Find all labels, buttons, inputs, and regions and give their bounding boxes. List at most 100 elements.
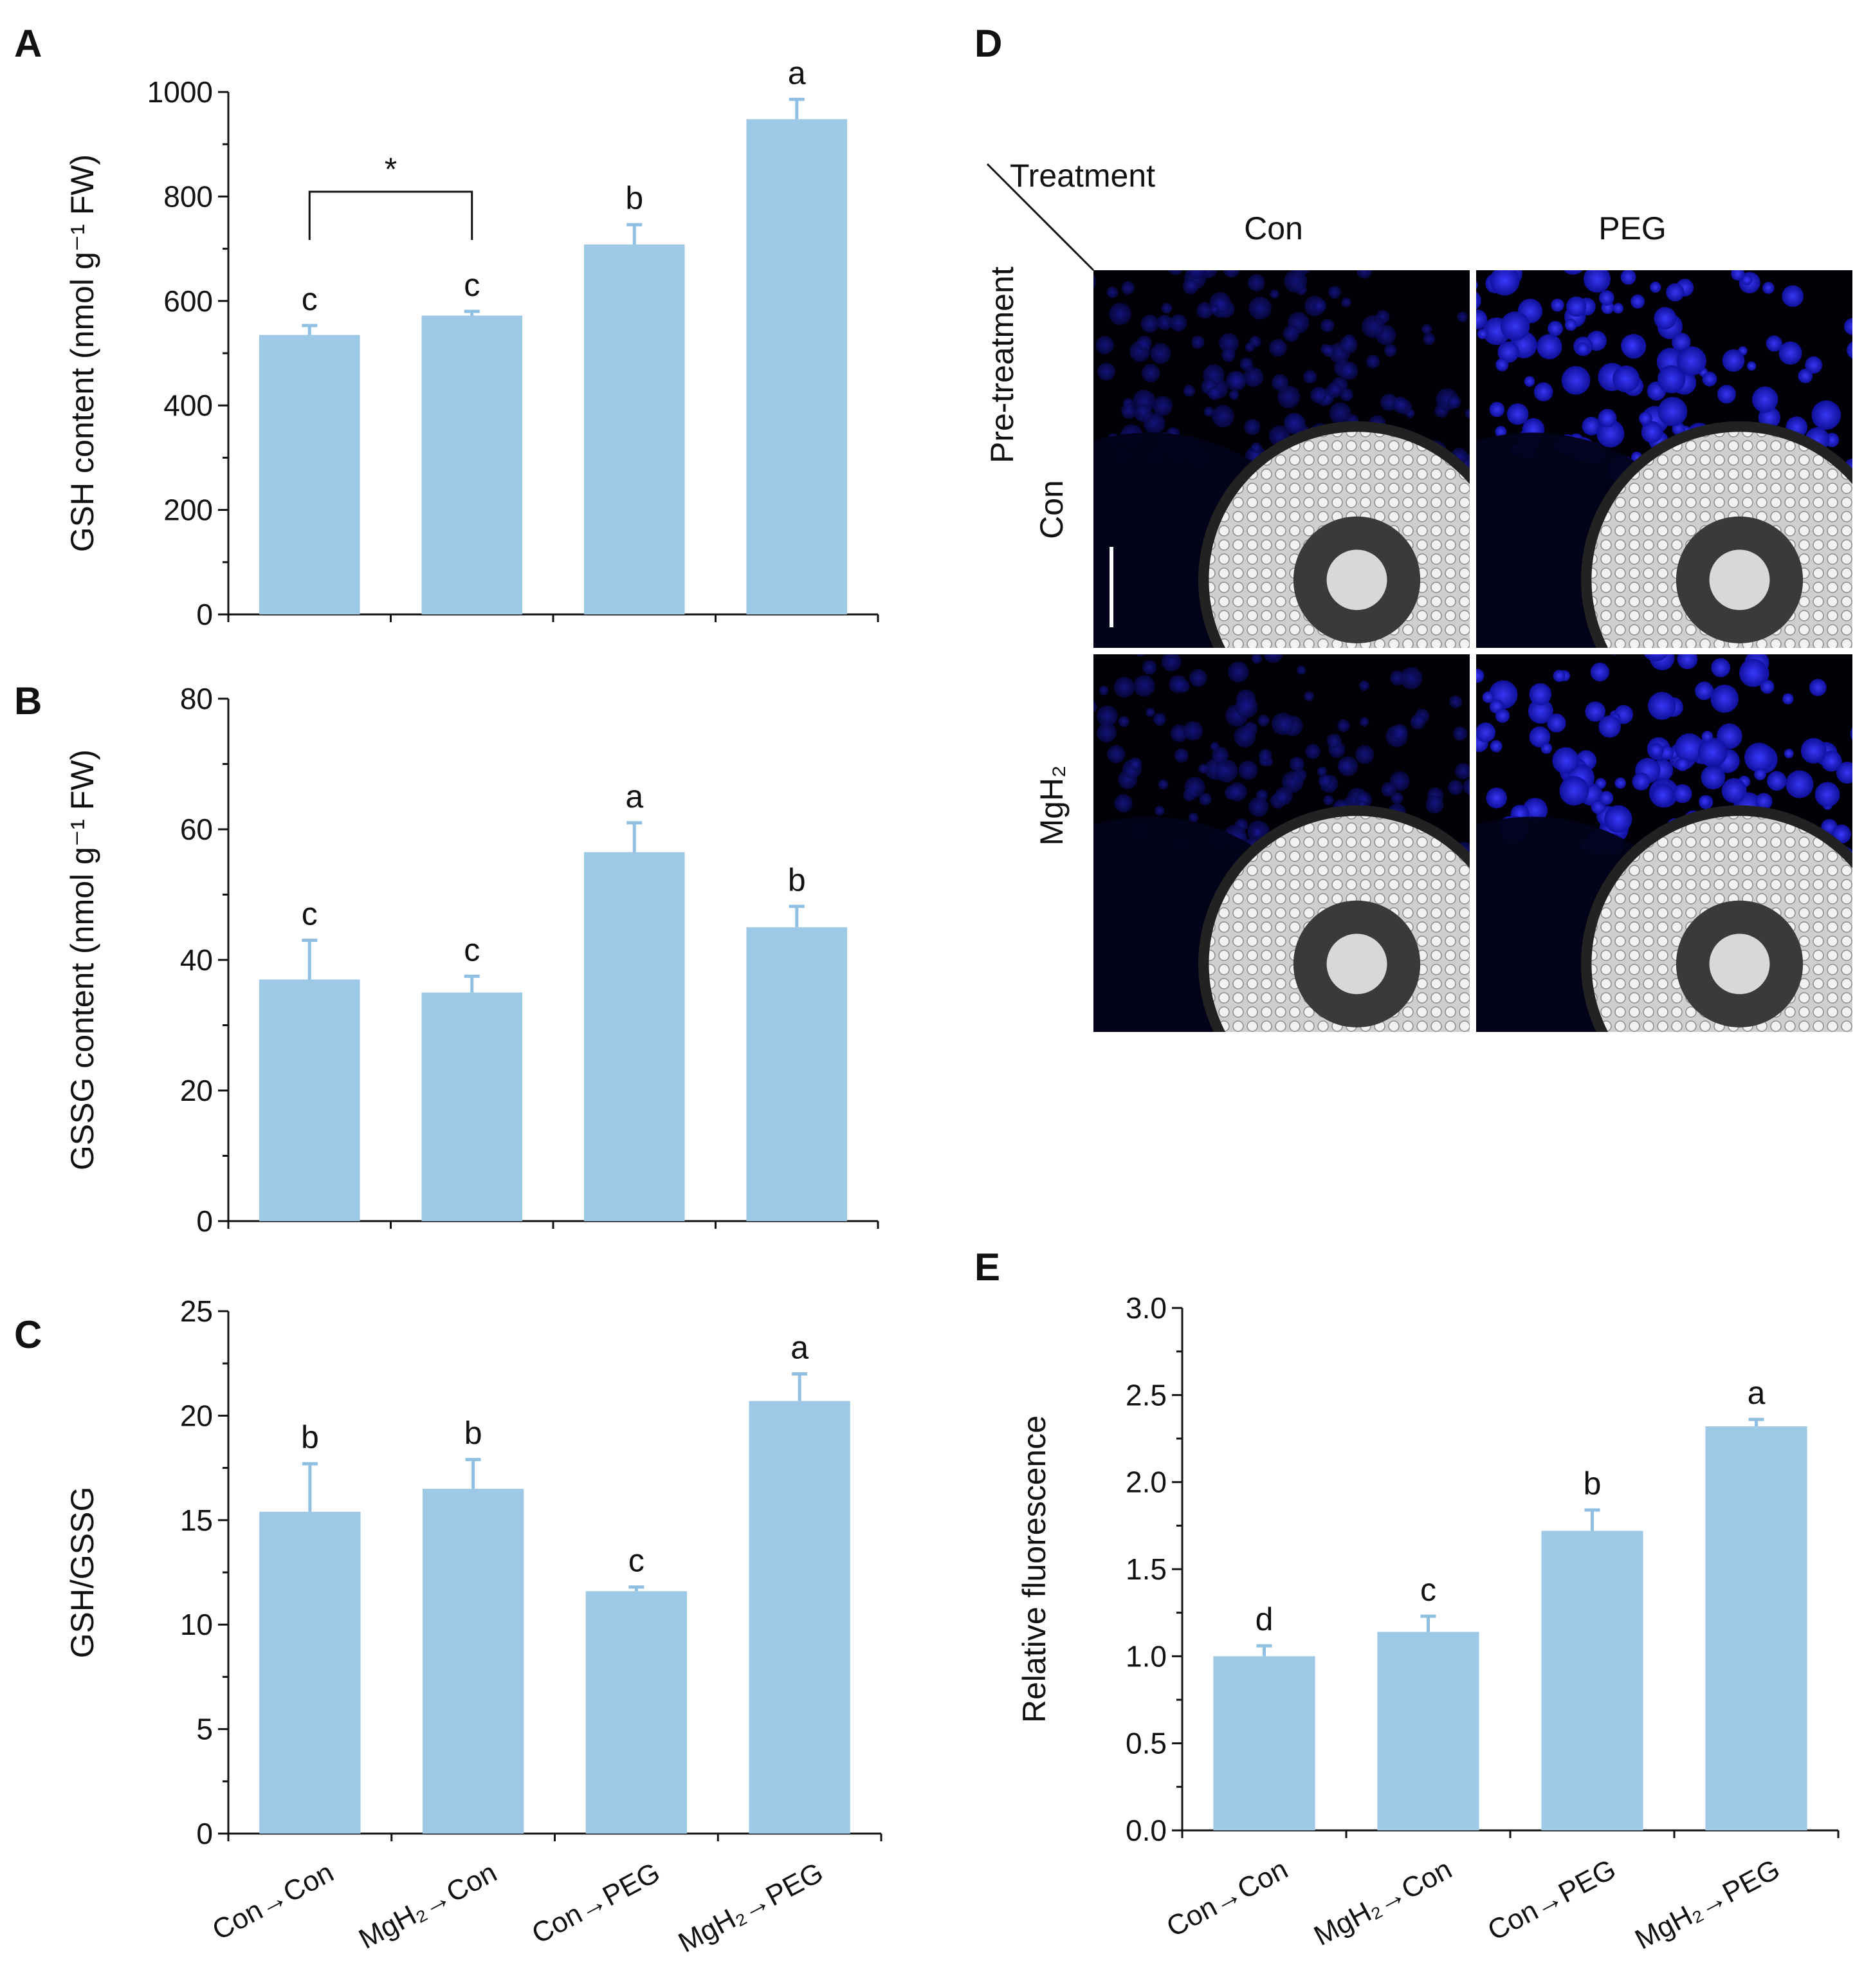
cell — [1649, 742, 1664, 758]
significance-letter: b — [1584, 1466, 1602, 1502]
y-tick-label: 400 — [163, 389, 213, 422]
cell — [1310, 387, 1327, 403]
cell — [1387, 1034, 1404, 1051]
chart-gssg-content: 0 20 40 60 80 GSSG content (nmol g⁻¹ FW) c c a b — [64, 682, 879, 1238]
cell — [1561, 365, 1591, 395]
y-axis-label: Relative fluorescence — [1016, 1415, 1052, 1723]
cell — [1453, 726, 1468, 741]
y-tick-label: 40 — [180, 943, 213, 977]
cell — [1701, 730, 1713, 742]
cell — [1303, 370, 1317, 384]
cell — [1284, 270, 1308, 293]
cell — [1140, 315, 1159, 333]
cell — [1304, 691, 1314, 702]
category-label: MgH₂→PEG — [673, 1857, 828, 1959]
cell — [1672, 333, 1691, 352]
cell — [1551, 1054, 1567, 1070]
cell — [1366, 354, 1380, 369]
cell — [1631, 294, 1645, 309]
cell — [1341, 297, 1351, 308]
cell — [1506, 403, 1529, 425]
cell — [1861, 957, 1864, 983]
cell — [1850, 727, 1852, 741]
cell — [1337, 719, 1350, 732]
cell — [1203, 406, 1214, 417]
cell — [1340, 388, 1353, 401]
cell — [1490, 740, 1503, 753]
chart-gsh-content: 0 200 400 600 800 1000 GSH content (nmol g⁻¹ F… — [64, 55, 879, 631]
cell — [1795, 1040, 1817, 1062]
cell — [1584, 270, 1611, 293]
cell — [1741, 274, 1753, 286]
cell — [1488, 229, 1510, 251]
panel-letter-d: D — [974, 22, 1002, 65]
cell — [1234, 725, 1256, 748]
cell — [1135, 654, 1146, 657]
cell — [1552, 747, 1579, 774]
cell — [1643, 654, 1668, 662]
cell — [1297, 665, 1306, 675]
cell — [1212, 747, 1229, 764]
cell — [1836, 761, 1852, 784]
cell — [1843, 1033, 1864, 1058]
cell — [1722, 349, 1745, 372]
cell — [1328, 286, 1341, 299]
y-axis-label: GSSG content (nmol g⁻¹ FW) — [64, 750, 100, 1170]
y-tick-label: 1.5 — [1126, 1552, 1167, 1586]
category-label: MgH₂→PEG — [1630, 1854, 1785, 1956]
col-label-peg: PEG — [1598, 210, 1667, 246]
cell — [1400, 667, 1423, 690]
cell — [1146, 707, 1155, 717]
row-label-con: Con — [1034, 480, 1070, 539]
corner-diagonal — [986, 163, 1095, 272]
cell — [1214, 759, 1238, 783]
significance-bracket — [308, 190, 473, 240]
cell — [1183, 721, 1203, 741]
bar — [749, 1401, 850, 1834]
cell — [1811, 400, 1841, 430]
cell — [1318, 774, 1332, 788]
bar — [583, 244, 685, 614]
micrograph-content — [1069, 617, 1567, 1070]
micrograph-content — [1093, 235, 1470, 648]
cell — [1477, 328, 1488, 340]
cell — [1710, 685, 1739, 713]
cell — [1476, 281, 1478, 290]
cell — [1613, 365, 1640, 392]
cell — [1326, 382, 1342, 398]
cell — [1134, 404, 1153, 422]
cell — [1384, 344, 1397, 357]
cell — [1219, 333, 1239, 353]
cell — [1739, 658, 1768, 687]
cell — [1814, 1036, 1838, 1061]
cell — [1251, 442, 1262, 453]
significance-letter: b — [301, 1419, 319, 1455]
cell — [1069, 617, 1086, 634]
y-tick-label: 60 — [180, 813, 213, 846]
cell — [1476, 668, 1485, 683]
cell — [1258, 748, 1272, 762]
cell — [1248, 796, 1269, 817]
cell — [1270, 289, 1279, 299]
cell — [1582, 416, 1601, 436]
cell — [1447, 395, 1461, 409]
cell — [1095, 235, 1117, 256]
inset-stele — [1709, 934, 1770, 995]
cell — [1548, 320, 1563, 336]
cell — [1773, 1033, 1798, 1057]
cell — [1855, 891, 1864, 916]
y-tick-label: 0 — [196, 1204, 213, 1238]
cell — [1312, 299, 1327, 313]
significance-letter: b — [788, 862, 806, 898]
cell — [1731, 270, 1745, 281]
cell — [1416, 1048, 1431, 1063]
cell — [1674, 733, 1704, 762]
cell — [1211, 405, 1234, 428]
significance-letter: a — [625, 778, 643, 815]
y-tick-label: 800 — [163, 179, 213, 213]
cell — [1150, 343, 1171, 364]
cell — [1317, 766, 1327, 777]
cell — [1359, 717, 1369, 727]
category-label: Con→PEG — [527, 1857, 665, 1950]
cell — [1621, 334, 1643, 357]
